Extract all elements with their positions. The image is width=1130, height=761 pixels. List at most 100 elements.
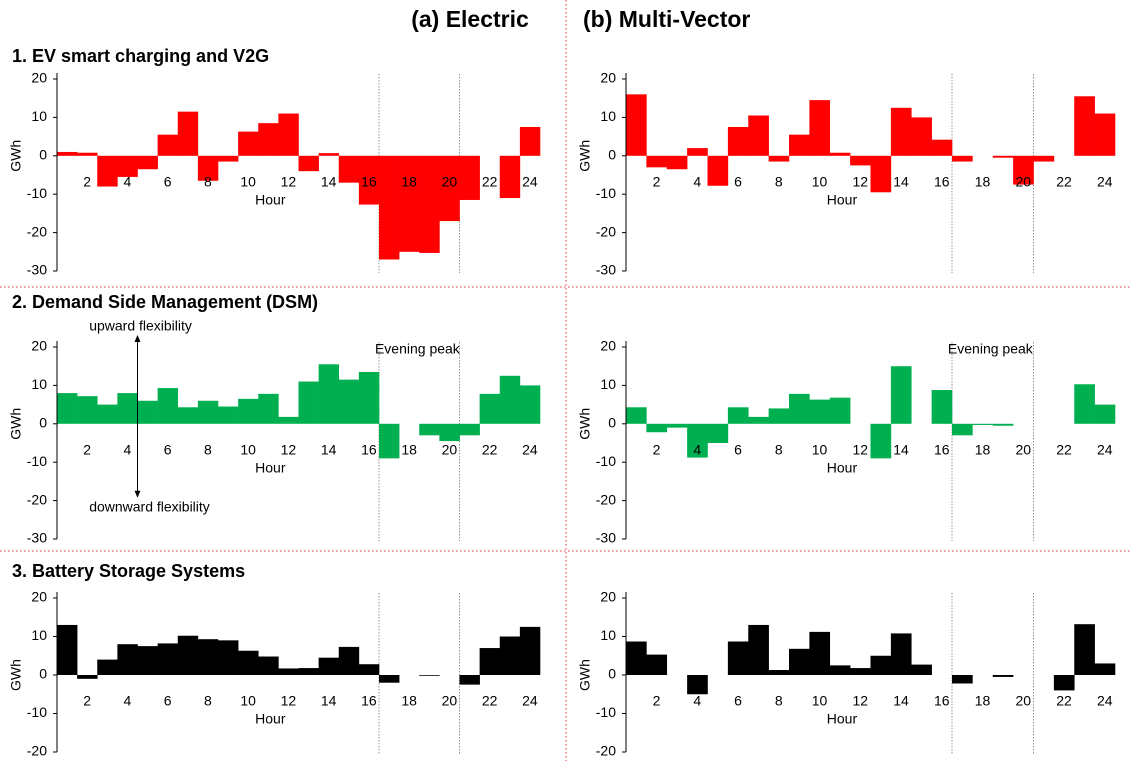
x-tick-label: 22	[482, 442, 498, 458]
bar	[57, 151, 78, 156]
bar	[318, 153, 340, 156]
bar	[238, 650, 259, 675]
x-tick-label: 18	[975, 693, 991, 709]
x-tick-label: 14	[893, 693, 909, 709]
bar	[137, 646, 158, 675]
bar	[972, 423, 994, 425]
x-tick-label: 4	[693, 442, 701, 458]
x-tick-label: 14	[893, 174, 909, 190]
bar	[789, 134, 810, 156]
bar	[646, 423, 668, 433]
bar	[768, 408, 790, 424]
x-tick-label: 4	[693, 174, 701, 190]
x-tick-label: 18	[401, 442, 417, 458]
y-tick-label: 10	[31, 108, 47, 124]
x-tick-label: 16	[934, 442, 950, 458]
bar	[358, 371, 380, 424]
bar	[519, 626, 541, 675]
bar	[298, 668, 319, 675]
y-tick-label: 20	[600, 70, 616, 86]
bar	[419, 155, 440, 253]
x-tick-label: 24	[1097, 693, 1113, 709]
x-axis-label: Hour	[827, 192, 858, 208]
bar	[1013, 155, 1034, 185]
column-title: (b) Multi-Vector	[583, 6, 750, 32]
bar	[1094, 113, 1116, 156]
x-tick-label: 6	[734, 174, 742, 190]
bar	[117, 155, 138, 177]
bar	[218, 155, 239, 162]
y-tick-label: -30	[596, 262, 616, 278]
y-tick-label: 20	[31, 338, 47, 354]
bar	[459, 675, 480, 685]
bar	[727, 407, 749, 424]
bar	[278, 416, 299, 424]
x-tick-label: 10	[812, 442, 828, 458]
bar	[727, 641, 749, 675]
bar	[687, 423, 708, 458]
bar	[931, 390, 953, 424]
bar	[117, 393, 138, 424]
y-tick-label: 10	[600, 108, 616, 124]
y-tick-label: -20	[596, 223, 616, 239]
y-tick-label: 20	[600, 589, 616, 605]
bar	[459, 155, 480, 200]
bar	[177, 635, 199, 675]
bar	[1074, 624, 1095, 675]
x-tick-label: 2	[653, 442, 661, 458]
y-axis-label: GWh	[577, 659, 593, 691]
bar	[809, 631, 831, 675]
x-tick-label: 2	[83, 174, 91, 190]
y-tick-label: 0	[39, 415, 47, 431]
bar	[258, 123, 279, 156]
bar	[748, 416, 769, 424]
x-tick-label: 18	[401, 693, 417, 709]
bar	[646, 654, 668, 675]
bar	[1033, 155, 1055, 162]
bar	[218, 406, 239, 424]
x-tick-label: 20	[1016, 442, 1032, 458]
x-tick-label: 8	[775, 174, 783, 190]
bar	[789, 648, 810, 675]
x-tick-label: 24	[522, 693, 538, 709]
x-tick-label: 8	[775, 442, 783, 458]
x-tick-label: 14	[321, 693, 337, 709]
bar	[870, 423, 892, 459]
bar	[626, 641, 647, 675]
bar	[218, 640, 239, 675]
bar	[439, 155, 460, 222]
bar	[338, 155, 360, 183]
bar	[707, 155, 729, 186]
bar	[768, 155, 790, 162]
y-tick-label: 0	[39, 147, 47, 163]
bar	[666, 155, 688, 170]
x-tick-label: 24	[522, 174, 538, 190]
x-tick-label: 22	[482, 174, 498, 190]
bar	[137, 400, 158, 424]
y-tick-label: -20	[27, 743, 47, 759]
bar	[911, 664, 932, 675]
y-tick-label: 0	[608, 415, 616, 431]
bar	[850, 668, 871, 675]
x-tick-label: 8	[204, 693, 212, 709]
y-tick-label: 0	[608, 666, 616, 682]
x-tick-label: 20	[1016, 174, 1032, 190]
x-tick-label: 24	[1097, 174, 1113, 190]
x-tick-label: 24	[1097, 442, 1113, 458]
x-tick-label: 6	[164, 693, 172, 709]
x-tick-label: 6	[164, 442, 172, 458]
bar	[952, 155, 973, 162]
bar	[1094, 663, 1116, 675]
bar	[379, 155, 400, 260]
bar	[499, 155, 521, 199]
bar	[338, 646, 360, 675]
y-tick-label: -20	[27, 223, 47, 239]
x-tick-label: 12	[281, 693, 297, 709]
bar	[687, 675, 708, 695]
x-tick-label: 8	[204, 442, 212, 458]
annotation: Evening peak	[948, 341, 1034, 357]
bar	[519, 385, 541, 424]
bar	[809, 399, 831, 424]
